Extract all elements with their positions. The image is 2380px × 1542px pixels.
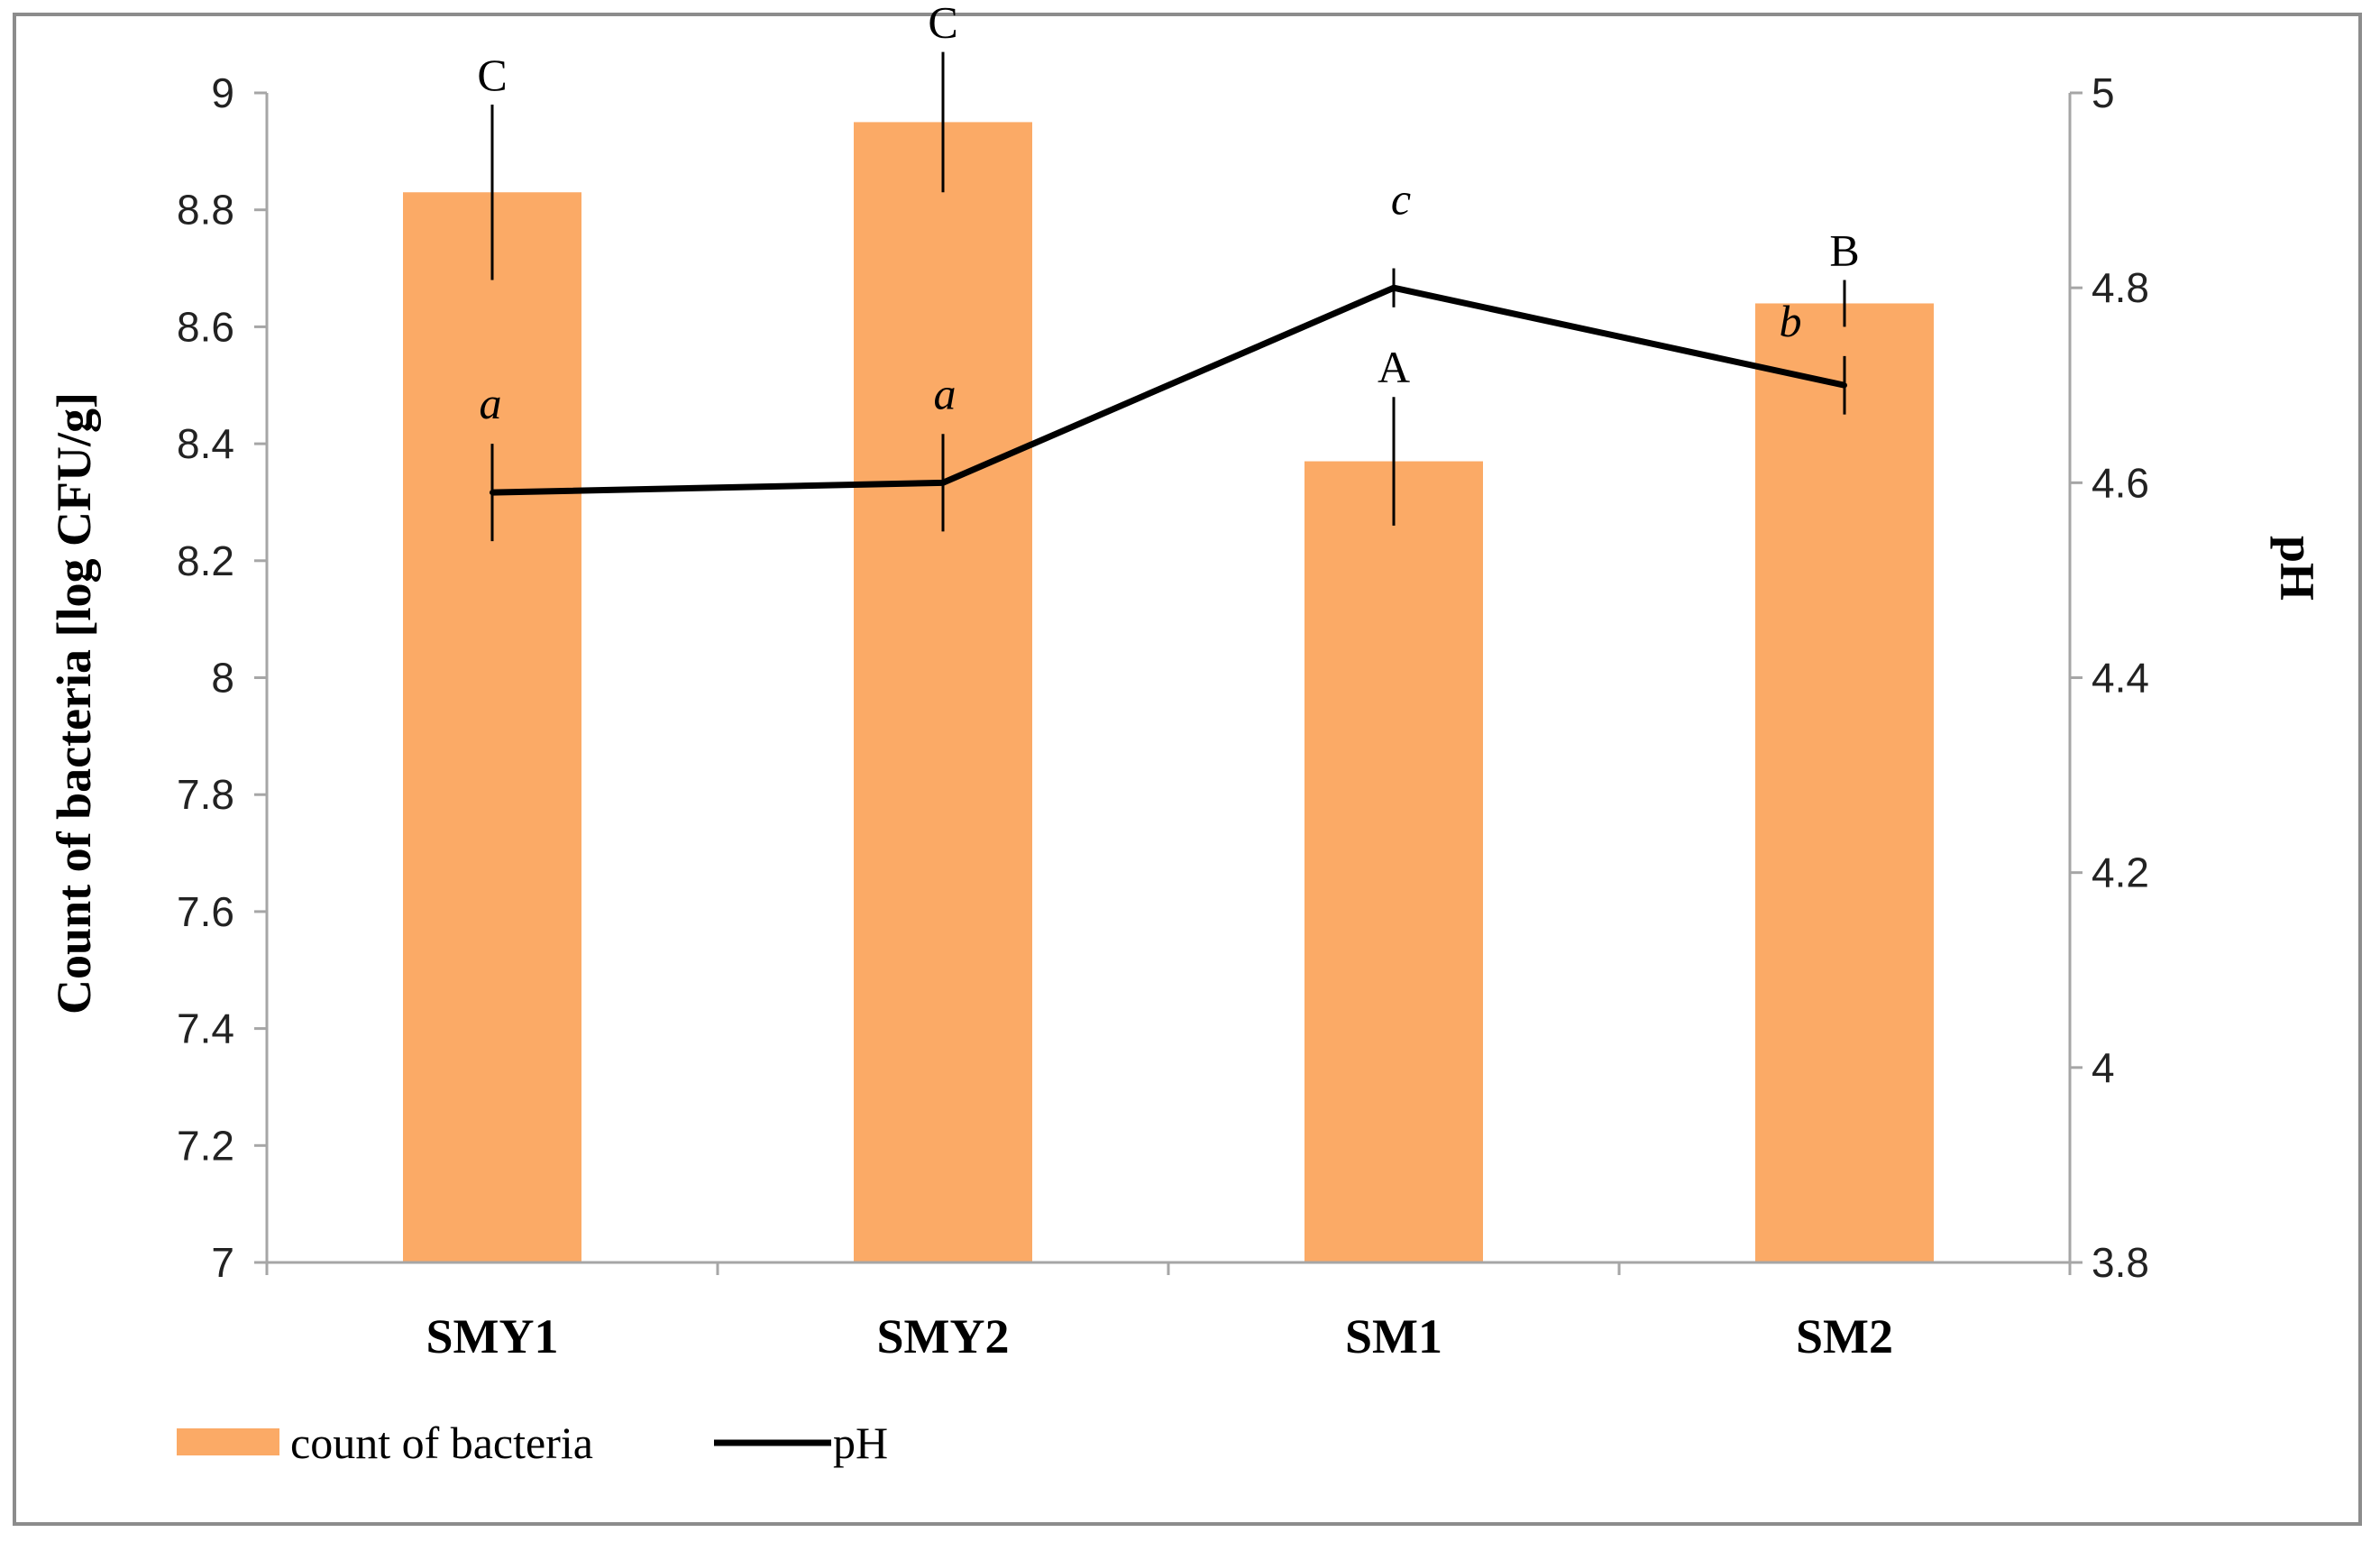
ph-significance-letter: a: [480, 378, 502, 428]
y-tick-label: 7: [211, 1239, 234, 1286]
x-tick-label: SM2: [1796, 1309, 1893, 1363]
legend: count of bacteria pH: [177, 1418, 888, 1468]
y-tick-label: 9: [211, 69, 234, 116]
ph-line: [491, 284, 1845, 496]
ph-line-layer: [490, 284, 1847, 496]
bar-significance-letter: C: [928, 0, 957, 48]
x-tick-label: SM1: [1345, 1309, 1442, 1363]
ph-point: [1391, 285, 1396, 291]
y2-tick-label: 4.8: [2092, 264, 2149, 311]
ph-point: [940, 480, 946, 486]
bar-smy1: [403, 192, 581, 1262]
ph-significance-letter: a: [934, 368, 957, 418]
y2-tick-label: 3.8: [2092, 1239, 2149, 1286]
y-tick-label: 8.8: [177, 187, 234, 234]
y-tick-label: 7.4: [177, 1005, 234, 1052]
ph-significance-letter: b: [1780, 296, 1802, 346]
bar-sm1: [1304, 461, 1483, 1262]
legend-label-bacteria: count of bacteria: [290, 1418, 593, 1468]
y2-axis-title: pH: [2270, 536, 2324, 601]
axes-layer: 7 7.2 7.4 7.6 7.8 8 8.2 8.4 8.6 8.8 9 3.8 4 4.2 4.4 4.6…: [177, 69, 2149, 1363]
y-tick-label: 7.2: [177, 1122, 234, 1169]
y-tick-label: 8.4: [177, 420, 234, 467]
y-tick-label: 8: [211, 655, 234, 702]
legend-label-ph: pH: [833, 1418, 888, 1468]
y-tick-label: 7.8: [177, 771, 234, 818]
error-bars-layer: [490, 51, 1846, 542]
legend-swatch-bacteria: [177, 1428, 279, 1455]
ph-point: [490, 490, 495, 496]
x-tick-label: SMY2: [877, 1309, 1010, 1363]
y2-tick-label: 4.2: [2092, 849, 2149, 896]
bar-significance-letter: A: [1378, 342, 1410, 392]
y-axis-title: Count of bacteria [log CFU/g]: [47, 392, 101, 1014]
y-tick-label: 7.6: [177, 888, 234, 935]
y2-tick-label: 4.4: [2092, 655, 2149, 702]
y2-tick-label: 5: [2092, 69, 2115, 116]
bar-sm2: [1755, 303, 1934, 1263]
x-tick-label: SMY1: [426, 1309, 559, 1363]
ph-significance-letter: c: [1391, 174, 1411, 225]
bar-significance-letter: C: [477, 50, 507, 100]
y-tick-label: 8.6: [177, 303, 234, 350]
bar-smy2: [854, 122, 1032, 1262]
y-tick-label: 8.2: [177, 537, 234, 584]
bar-significance-letter: B: [1829, 225, 1859, 276]
labels-layer: C C A Ba a c b: [477, 0, 1859, 428]
ph-point: [1842, 382, 1847, 389]
bars-layer: [403, 122, 1934, 1263]
y2-tick-label: 4: [2092, 1044, 2115, 1091]
y2-tick-label: 4.6: [2092, 459, 2149, 506]
